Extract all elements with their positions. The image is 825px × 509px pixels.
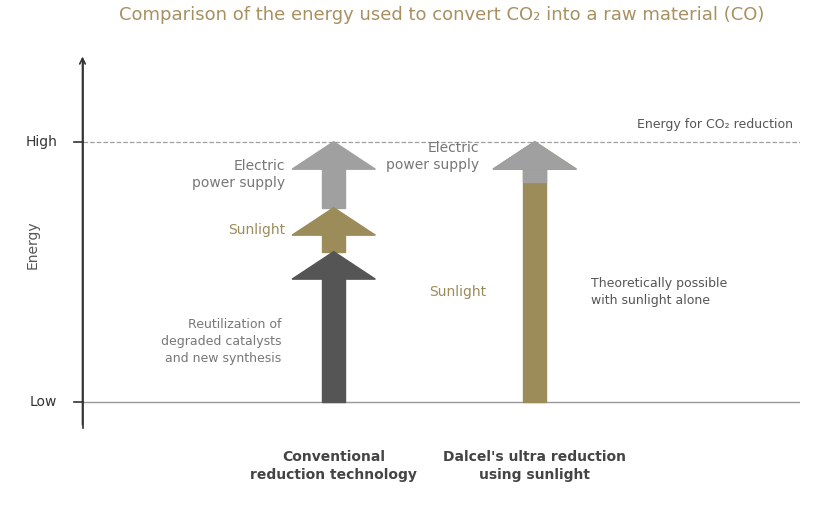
Polygon shape	[493, 142, 577, 169]
Text: High: High	[26, 135, 58, 149]
Bar	[323, 235, 345, 251]
Text: Low: Low	[30, 395, 58, 409]
Text: Sunlight: Sunlight	[429, 285, 486, 299]
Text: Energy for CO₂ reduction: Energy for CO₂ reduction	[637, 118, 793, 131]
Bar	[323, 169, 345, 208]
Polygon shape	[493, 142, 577, 169]
Polygon shape	[292, 208, 375, 235]
Text: Comparison of the energy used to convert CO₂ into a raw material (CO): Comparison of the energy used to convert…	[119, 7, 764, 24]
Bar	[323, 279, 345, 402]
Bar	[523, 169, 546, 182]
Text: Conventional
reduction technology: Conventional reduction technology	[250, 449, 417, 482]
Text: Theoretically possible
with sunlight alone: Theoretically possible with sunlight alo…	[591, 277, 727, 307]
Text: Electric
power supply: Electric power supply	[385, 140, 478, 172]
Text: Dalcel's ultra reduction
using sunlight: Dalcel's ultra reduction using sunlight	[443, 449, 626, 482]
Polygon shape	[292, 142, 375, 169]
Polygon shape	[292, 251, 375, 279]
Text: Reutilization of
degraded catalysts
and new synthesis: Reutilization of degraded catalysts and …	[161, 318, 281, 365]
Bar	[523, 169, 546, 402]
Text: Sunlight: Sunlight	[228, 222, 285, 237]
Text: Energy: Energy	[26, 220, 40, 269]
Text: Electric
power supply: Electric power supply	[191, 159, 285, 190]
